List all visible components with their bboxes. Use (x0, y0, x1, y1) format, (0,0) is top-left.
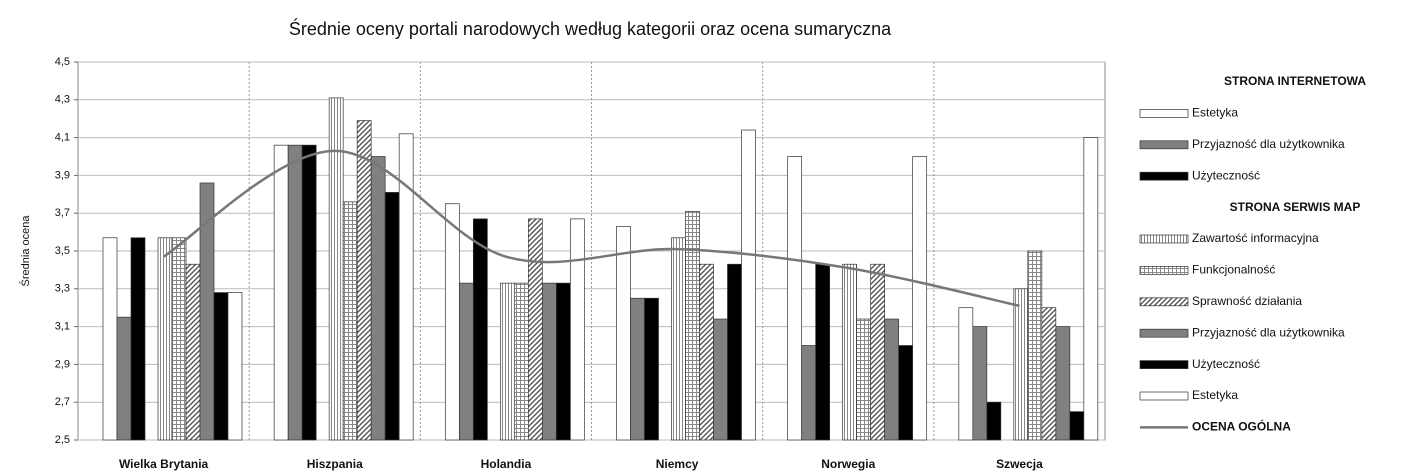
bar (958, 307, 974, 441)
y-axis-label: Średnia ocena (19, 215, 32, 287)
bar (986, 401, 1002, 441)
bar (342, 201, 358, 441)
bar (1083, 137, 1099, 441)
bar (555, 282, 571, 441)
y-tick-label: 3,5 (55, 245, 70, 257)
legend-title: STRONA SERWIS MAP (1230, 200, 1361, 214)
legend-label: Przyjazność dla użytkownika (1192, 137, 1345, 151)
bar (356, 120, 372, 441)
x-tick-label: Wielka Brytania (119, 457, 209, 471)
bar (185, 263, 201, 441)
y-tick-label: 3,9 (55, 169, 70, 181)
legend-swatch (1139, 140, 1189, 150)
bar (513, 282, 529, 441)
legend-swatch (1139, 328, 1189, 338)
legend-swatch (1139, 171, 1189, 181)
legend-swatch (1139, 266, 1189, 275)
legend-label: Sprawność działania (1192, 294, 1302, 308)
legend-label: Użyteczność (1192, 357, 1260, 371)
legend-label: Estetyka (1192, 388, 1238, 402)
bar (171, 237, 187, 441)
bar (398, 133, 414, 441)
x-tick-label: Niemcy (656, 457, 699, 471)
legend-swatch (1139, 391, 1189, 401)
y-tick-label: 2,5 (55, 434, 70, 446)
y-tick-label: 3,1 (55, 321, 70, 333)
legend-label: Estetyka (1192, 106, 1238, 120)
bar (301, 144, 317, 441)
bar (499, 282, 515, 441)
bar (541, 282, 557, 441)
x-tick-label: Hiszpania (307, 457, 363, 471)
bar (328, 97, 344, 441)
bar (227, 292, 243, 441)
bar (713, 318, 728, 441)
bar (458, 282, 474, 441)
bar (671, 237, 686, 441)
bar (912, 156, 928, 441)
bar (842, 263, 858, 441)
bar (815, 263, 831, 441)
x-tick-label: Norwegia (821, 457, 875, 471)
chart-title: Średnie oceny portali narodowych według … (289, 18, 892, 39)
bar (727, 263, 742, 441)
legend-swatch (1139, 297, 1189, 307)
y-tick-label: 4,1 (55, 132, 70, 144)
x-tick-label: Holandia (481, 457, 532, 471)
bar (741, 129, 756, 441)
y-tick-label: 3,3 (55, 283, 70, 295)
legend-swatch (1139, 360, 1189, 369)
bar (884, 318, 900, 441)
bar (898, 345, 914, 441)
bar (1069, 411, 1085, 441)
bar (856, 318, 872, 441)
bar (384, 192, 400, 441)
bar (787, 156, 803, 441)
bar (699, 263, 714, 441)
bar (157, 237, 173, 441)
legend-title: STRONA INTERNETOWA (1224, 74, 1366, 88)
bar (1041, 307, 1057, 441)
y-tick-label: 4,5 (55, 56, 70, 68)
legend-label: Zawartość informacyjna (1192, 231, 1319, 245)
bar (472, 218, 488, 441)
bar (527, 218, 543, 441)
legend-label: Użyteczność (1192, 168, 1260, 182)
bar (102, 237, 118, 441)
bar (644, 297, 659, 441)
bar (630, 297, 645, 441)
y-tick-label: 2,9 (55, 358, 70, 370)
x-tick-label: Szwecja (996, 457, 1043, 471)
y-tick-label: 2,7 (55, 396, 70, 408)
bar (213, 292, 229, 441)
legend-label: Funkcjonalność (1192, 263, 1275, 277)
y-tick-label: 3,7 (55, 207, 70, 219)
bar (370, 156, 386, 441)
line (162, 149, 1020, 308)
bar (801, 345, 817, 441)
bar (444, 203, 460, 441)
bar (616, 226, 631, 441)
bar (1027, 250, 1043, 441)
legend-label: OCENA OGÓLNA (1192, 419, 1291, 434)
bar (569, 218, 585, 441)
legend-swatch (1139, 109, 1189, 118)
legend-label: Przyjazność dla użytkownika (1192, 325, 1345, 339)
bar (972, 326, 988, 441)
bar (130, 237, 146, 441)
legend-swatch (1139, 234, 1189, 244)
bar (870, 263, 886, 441)
bar (287, 144, 303, 441)
bar (273, 144, 289, 441)
bar (1013, 288, 1029, 441)
bar (116, 316, 132, 441)
bar (1055, 326, 1071, 441)
y-tick-label: 4,3 (55, 94, 70, 106)
bar (685, 210, 700, 441)
